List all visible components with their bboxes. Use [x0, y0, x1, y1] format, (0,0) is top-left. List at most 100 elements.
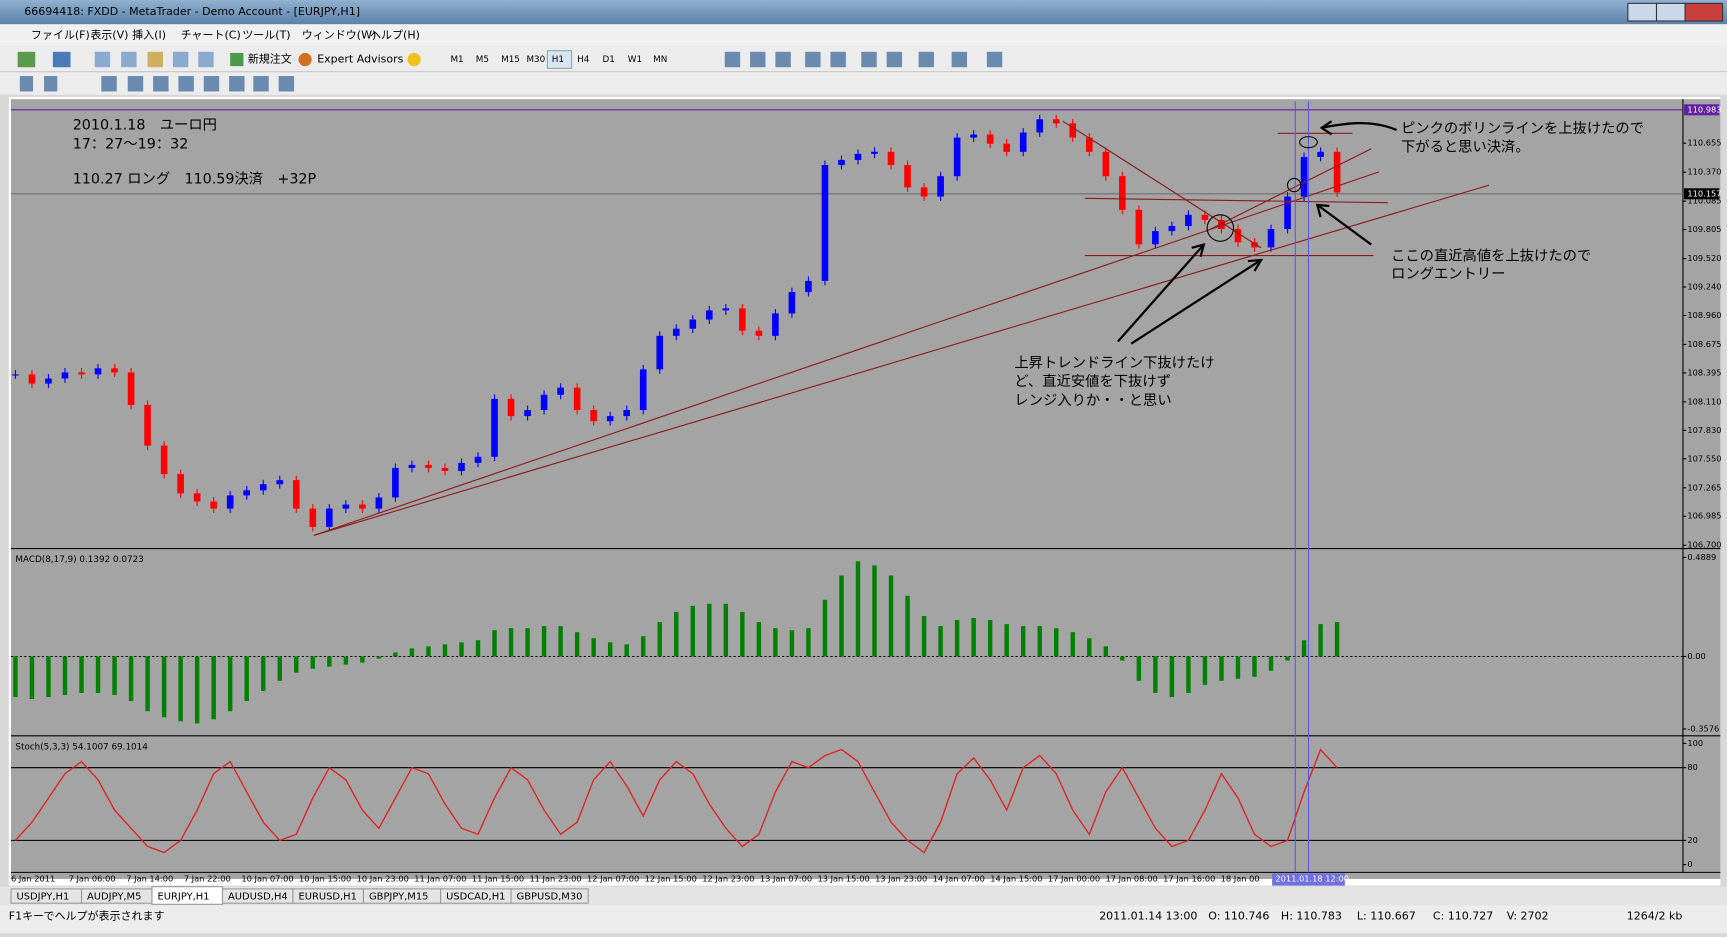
time-label: 13 Jan 15:00 — [817, 873, 869, 883]
timeframe-button[interactable]: W1 — [628, 55, 642, 65]
macd-tick-label: 0.00 — [1687, 651, 1705, 661]
macd-bar — [1285, 656, 1290, 661]
status-time: 2011.01.14 13:00 — [1099, 909, 1197, 922]
toolbar-icon[interactable] — [172, 51, 189, 68]
candle — [1234, 229, 1242, 243]
note: 上昇トレンドライン下抜けたけ — [1014, 355, 1214, 372]
maximize-button[interactable] — [1655, 2, 1686, 22]
candle — [871, 151, 878, 154]
timeframe-button[interactable]: M30 — [526, 55, 545, 65]
macd-bar — [822, 599, 828, 657]
timeframe-button[interactable]: M5 — [476, 55, 489, 65]
toolbar-icon[interactable] — [198, 51, 214, 68]
tab-label[interactable]: AUDJPY,M5 — [87, 892, 141, 903]
chart-area — [11, 99, 1683, 879]
menu-item[interactable]: チャート(C) — [181, 28, 241, 41]
macd-bar — [1021, 626, 1026, 657]
menu-item[interactable]: ヘルプ(H) — [370, 28, 420, 41]
close-button[interactable] — [1684, 2, 1724, 22]
tab-label[interactable]: GBPUSD,M30 — [517, 892, 583, 903]
time-label: 17 Jan 08:00 — [1105, 873, 1157, 883]
menu-item[interactable]: ツール(T) — [242, 28, 290, 41]
candle — [1317, 151, 1324, 157]
candle — [573, 387, 581, 411]
macd-bar — [525, 628, 530, 657]
macd-bar — [95, 656, 101, 693]
macd-bar — [773, 628, 778, 657]
macd-tick-label: -0.3576 — [1687, 723, 1719, 733]
time-label: 17 Jan 16:00 — [1163, 873, 1215, 883]
candle — [259, 484, 267, 491]
candle — [458, 462, 465, 472]
price-marker-bg — [1684, 104, 1720, 116]
markers — [1206, 136, 1318, 242]
macd-bar — [756, 622, 762, 657]
macd-bar — [1087, 638, 1092, 657]
timeframe-button[interactable]: M15 — [501, 55, 520, 65]
macd-bar — [888, 575, 894, 657]
macd-bar — [492, 630, 497, 657]
macd-bar — [574, 632, 580, 657]
timeframe-button[interactable]: D1 — [602, 55, 614, 65]
toolbar-icon[interactable] — [94, 51, 111, 68]
macd-bar — [79, 656, 84, 693]
candle — [904, 165, 911, 188]
candle — [45, 378, 52, 384]
tab-label[interactable]: EURUSD,H1 — [298, 892, 356, 903]
tab-label[interactable]: USDCAD,H1 — [446, 892, 505, 903]
status-traffic: 1264/2 kb — [1627, 909, 1683, 922]
candle — [1284, 196, 1291, 230]
macd-bar — [839, 575, 844, 657]
timeframe-button[interactable]: H1 — [552, 55, 564, 65]
tab[interactable] — [510, 888, 589, 904]
macd-bar — [1103, 646, 1109, 657]
menu-item[interactable]: ウィンドウ(W) — [302, 28, 376, 41]
time-label: 13 Jan 23:00 — [875, 873, 927, 883]
candle — [788, 292, 796, 314]
candle — [854, 153, 862, 160]
tab-label[interactable]: EURJPY,H1 — [158, 892, 210, 903]
menu-item[interactable]: 表示(V) — [90, 27, 128, 41]
price-axis — [1682, 99, 1721, 879]
trend-lines — [313, 120, 1490, 536]
macd-bar — [277, 656, 282, 681]
toolbar-icon[interactable] — [298, 52, 312, 67]
new-order-button[interactable]: 新規注文 — [248, 52, 292, 66]
candle — [887, 151, 895, 166]
tab-label[interactable]: AUDUSD,H4 — [228, 892, 288, 903]
candle — [1267, 229, 1275, 248]
candle — [425, 464, 432, 468]
toolbar-icon[interactable] — [17, 51, 36, 68]
macd-bar — [178, 656, 183, 722]
toolbar-icon[interactable] — [230, 52, 244, 67]
candle — [1069, 123, 1077, 138]
stoch-line — [14, 748, 1338, 854]
minimize-button[interactable] — [1627, 2, 1658, 22]
tab-label[interactable]: USDJPY,H1 — [17, 892, 70, 903]
timeframe-button[interactable]: H4 — [577, 55, 590, 65]
candle — [672, 328, 680, 336]
macd-bar — [145, 656, 150, 712]
time-label: 13 Jan 07:00 — [760, 873, 812, 883]
macd-bar — [624, 644, 629, 657]
toolbar-icon[interactable] — [121, 51, 137, 68]
price-marker-bg — [1684, 188, 1720, 200]
tab-label[interactable]: GBPJPY,M15 — [369, 892, 428, 903]
toolbar-icon[interactable] — [407, 52, 421, 67]
expert-advisors-button[interactable]: Expert Advisors — [317, 53, 403, 66]
candle — [557, 387, 564, 395]
note: 110.27 ロング 110.59決済 +32P — [73, 171, 317, 188]
macd-bar — [508, 628, 514, 657]
menu-item[interactable]: ファイル(F) — [31, 28, 90, 41]
toolbar-icon[interactable] — [52, 51, 71, 68]
candle — [524, 410, 531, 417]
timeframe-button[interactable]: M1 — [450, 55, 463, 65]
toolbar-icon[interactable] — [147, 51, 164, 68]
stoch-tick-label: 20 — [1687, 835, 1698, 845]
status-volume: V: 2702 — [1507, 909, 1549, 922]
note: 2010.1.18 ユーロ円 — [73, 118, 217, 134]
timeframe-button[interactable]: MN — [653, 55, 667, 65]
candle — [1201, 214, 1209, 220]
menu-item[interactable]: 挿入(I) — [132, 27, 166, 41]
